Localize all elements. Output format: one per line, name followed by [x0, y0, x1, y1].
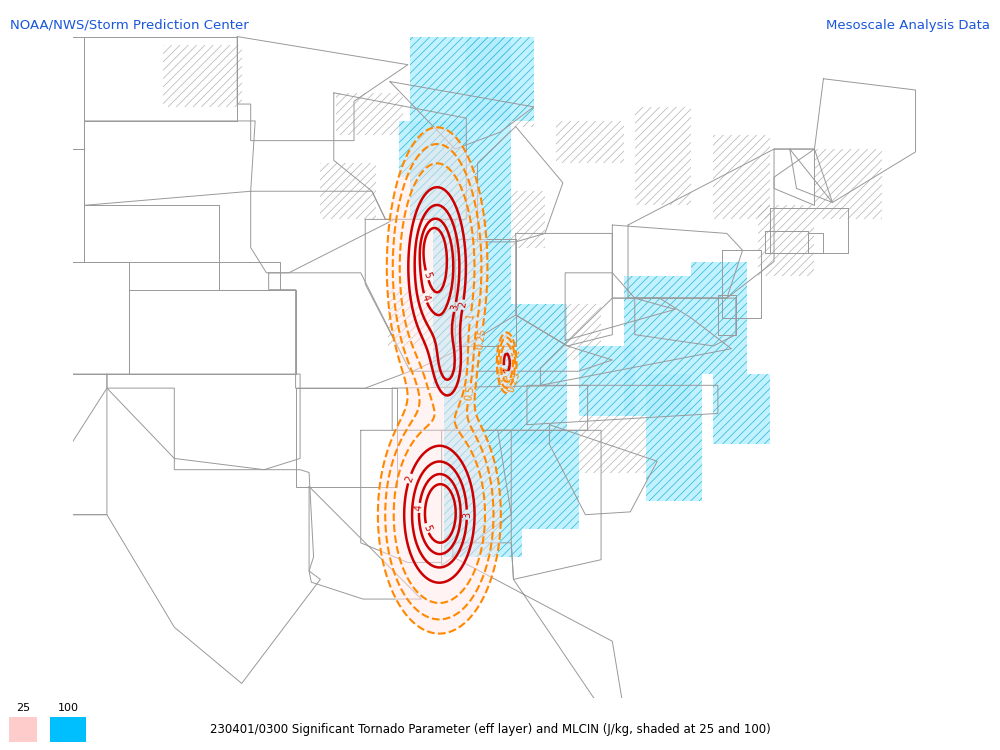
Bar	[579, 346, 635, 416]
Bar	[320, 164, 376, 219]
Text: 5: 5	[421, 271, 433, 280]
Bar	[635, 107, 691, 206]
Text: 5: 5	[421, 524, 433, 532]
Bar	[489, 380, 545, 436]
Bar	[410, 37, 511, 219]
Bar	[713, 374, 770, 444]
Text: 2: 2	[499, 364, 511, 376]
Bar	[713, 135, 770, 219]
Text: 230401/0300 Significant Tornado Parameter (eff layer) and MLCIN (J/kg, shaded at: 230401/0300 Significant Tornado Paramete…	[210, 722, 771, 736]
Text: 0.25: 0.25	[474, 327, 488, 350]
Bar	[478, 87, 534, 127]
Bar	[579, 416, 646, 472]
Text: 2: 2	[404, 474, 415, 483]
Bar	[624, 276, 691, 416]
Bar	[691, 262, 747, 374]
Text: 25: 25	[16, 704, 30, 713]
Text: 3: 3	[449, 303, 461, 311]
Text: 1: 1	[507, 350, 518, 358]
Text: 0.25: 0.25	[506, 370, 523, 393]
Text: NOAA/NWS/Storm Prediction Center: NOAA/NWS/Storm Prediction Center	[10, 19, 249, 32]
Bar	[522, 430, 579, 529]
Bar	[511, 304, 567, 444]
Text: 100: 100	[58, 704, 78, 713]
Bar	[388, 290, 455, 346]
Bar	[646, 374, 702, 501]
Text: 3: 3	[462, 512, 472, 518]
Text: 2: 2	[457, 301, 468, 308]
Text: Mesoscale Analysis Data: Mesoscale Analysis Data	[826, 19, 990, 32]
Bar	[336, 93, 403, 135]
Bar	[814, 149, 882, 219]
Bar	[9, 717, 37, 742]
Text: 4: 4	[414, 504, 425, 512]
Bar	[489, 191, 545, 248]
Text: 0.5: 0.5	[493, 366, 506, 383]
Text: 4: 4	[420, 293, 431, 302]
Bar	[466, 37, 534, 121]
Bar	[444, 388, 522, 556]
Bar	[545, 304, 601, 360]
Text: 0.5: 0.5	[463, 384, 476, 401]
Bar	[433, 219, 511, 388]
Bar	[455, 444, 511, 487]
Bar	[163, 45, 242, 107]
Bar	[50, 717, 86, 742]
Bar	[399, 121, 466, 177]
Bar	[758, 206, 814, 276]
Bar	[556, 121, 624, 164]
Text: 1: 1	[465, 312, 476, 320]
